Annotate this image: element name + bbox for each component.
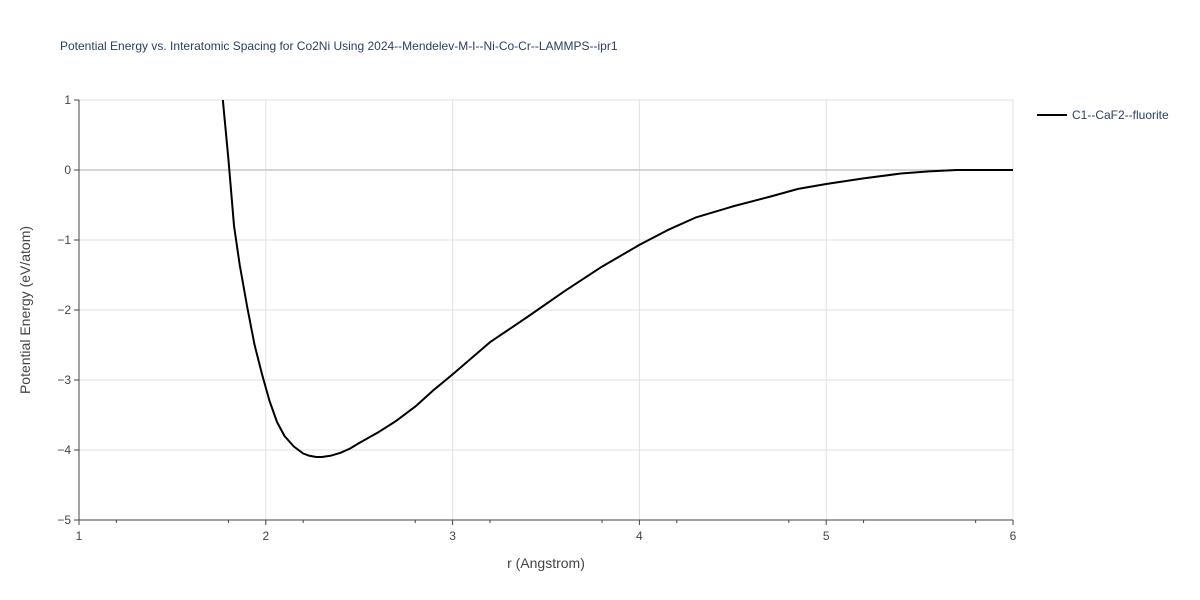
y-tick-label: 1 xyxy=(64,93,71,107)
x-tick-label: 1 xyxy=(76,529,83,543)
x-ticks: 1 2 3 4 5 6 xyxy=(76,520,1017,543)
legend[interactable]: C1--CaF2--fluorite xyxy=(1037,108,1169,122)
x-tick-label: 2 xyxy=(262,529,269,543)
x-tick-label: 4 xyxy=(636,529,643,543)
y-ticks: 1 0 −1 −2 −3 −4 −5 xyxy=(57,93,79,527)
y-tick-label: −3 xyxy=(57,373,71,387)
y-tick-label: −5 xyxy=(57,513,71,527)
y-axis-title: Potential Energy (eV/atom) xyxy=(17,226,33,394)
x-tick-label: 5 xyxy=(823,529,830,543)
x-tick-label: 6 xyxy=(1010,529,1017,543)
y-tick-label: −2 xyxy=(57,303,71,317)
x-axis-title: r (Angstrom) xyxy=(507,555,585,571)
chart-title: Potential Energy vs. Interatomic Spacing… xyxy=(60,39,618,53)
legend-label: C1--CaF2--fluorite xyxy=(1072,108,1169,122)
x-tick-label: 3 xyxy=(449,529,456,543)
series-group xyxy=(221,99,1013,458)
y-tick-label: −4 xyxy=(57,443,71,457)
y-tick-label: 0 xyxy=(64,163,71,177)
grid xyxy=(79,99,1014,520)
series-line xyxy=(221,99,1013,458)
y-tick-label: −1 xyxy=(57,233,71,247)
